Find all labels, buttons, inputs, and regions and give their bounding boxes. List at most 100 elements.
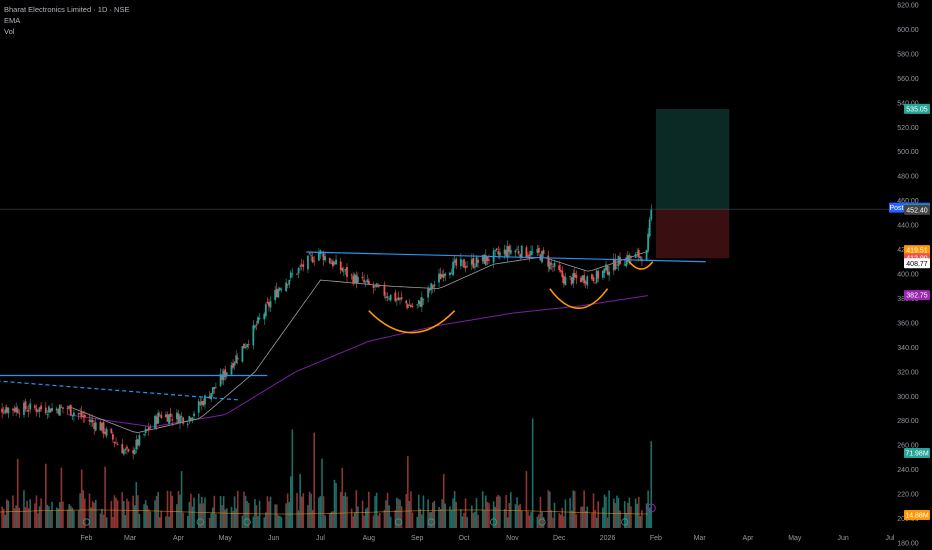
volume-bar [112, 516, 114, 528]
post-market-label: Post [889, 205, 903, 212]
volume-bar [288, 502, 291, 528]
volume-bar [508, 502, 511, 528]
candle-body [2, 412, 5, 414]
volume-bar [606, 517, 609, 528]
volume-bar [455, 501, 457, 528]
volume-bar [157, 492, 159, 528]
price-tick-label: 620.00 [897, 3, 919, 10]
candle-body [603, 268, 606, 273]
candle-body [484, 255, 487, 266]
candle-body [324, 256, 327, 261]
candle-body [453, 260, 456, 263]
candle-body [280, 289, 283, 290]
volume-bar [439, 509, 442, 528]
time-tick-label: Jul [316, 535, 325, 542]
event-marker[interactable] [243, 518, 251, 526]
candle-body [258, 318, 261, 319]
candle-body [332, 260, 334, 267]
volume-bar [132, 495, 134, 528]
candle-body [623, 264, 626, 266]
volume-bar [188, 501, 191, 528]
candle-body [405, 300, 408, 304]
volume-bar [34, 503, 36, 528]
volume-bar [572, 490, 575, 528]
cup-arc-3 [628, 261, 654, 270]
volume-bar [23, 490, 25, 528]
volume-bar [564, 499, 567, 528]
dividend-marker[interactable] [646, 503, 656, 513]
candle-body [547, 255, 550, 267]
volume-bar [280, 517, 283, 528]
volume-bar [416, 516, 418, 528]
candle-body [459, 259, 462, 266]
volume-bar [243, 491, 245, 528]
volume-bar [466, 517, 468, 528]
candle-body [346, 267, 348, 277]
volume-bar [400, 506, 403, 528]
volume-bar [93, 502, 95, 528]
volume-bar [168, 516, 170, 528]
candle-body [617, 255, 620, 267]
volume-bar [605, 496, 607, 528]
volume-bar [182, 512, 184, 528]
event-marker[interactable] [621, 518, 629, 526]
candle-body [48, 406, 50, 413]
symbol-title[interactable]: Bharat Electronics Limited · 1D · NSE [4, 5, 130, 14]
candle-body [449, 272, 451, 276]
volume-indicator-label[interactable]: Vol [4, 27, 15, 36]
event-marker[interactable] [196, 518, 204, 526]
volume-bar [497, 494, 500, 528]
volume-bar [266, 496, 269, 528]
candle-body [520, 245, 523, 259]
candle-body [637, 249, 640, 258]
price-badge [904, 245, 930, 256]
volume-bar [453, 491, 456, 528]
time-tick-label: Dec [553, 535, 566, 542]
price-badge [904, 258, 930, 269]
candle-body [263, 313, 266, 320]
price-tick-label: 360.00 [897, 320, 919, 327]
candle-body [182, 417, 185, 424]
volume-bar [57, 508, 60, 528]
candle-body [99, 422, 102, 431]
volume-bar [5, 499, 8, 528]
volume-bar [364, 509, 367, 528]
price-tick-label: 400.00 [897, 272, 919, 279]
volume-bar [450, 510, 453, 528]
candle-body [179, 415, 181, 424]
candle-body [230, 365, 233, 375]
event-marker[interactable] [394, 518, 403, 526]
event-marker[interactable] [490, 518, 498, 526]
volume-bar [492, 501, 495, 528]
candle-body [24, 401, 27, 410]
candle-body [463, 259, 465, 268]
volume-bar [441, 499, 443, 528]
candle-body [570, 277, 573, 285]
candle-body [583, 275, 586, 284]
volume-bar [650, 441, 653, 528]
volume-bar [603, 494, 606, 528]
candle-body [341, 268, 344, 272]
volume-bar [332, 511, 334, 528]
candle-body [166, 414, 169, 422]
candle-body [339, 261, 342, 271]
candle-body [344, 269, 347, 271]
volume-bar [286, 493, 289, 528]
price-tick-label: 180.00 [897, 541, 919, 548]
volume-bar [69, 505, 72, 528]
volume-bar [27, 508, 30, 528]
volume-bar [213, 495, 216, 528]
volume-bar [438, 507, 440, 528]
event-marker[interactable] [427, 518, 435, 526]
volume-bar [176, 504, 178, 528]
event-marker[interactable] [538, 518, 546, 526]
event-marker[interactable] [82, 518, 90, 526]
ema-indicator-label[interactable]: EMA [4, 16, 21, 25]
candle-body [519, 254, 522, 258]
candle-body [143, 434, 146, 435]
volume-bar [530, 512, 532, 528]
candle-body [619, 257, 621, 265]
volume-bar [597, 501, 599, 528]
volume-bar [536, 516, 539, 528]
